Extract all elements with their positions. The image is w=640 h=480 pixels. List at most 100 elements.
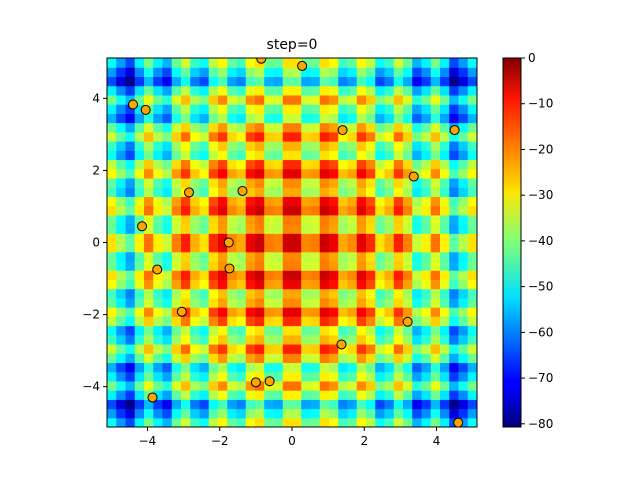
heatmap-cell bbox=[319, 408, 330, 419]
heatmap-cell bbox=[329, 380, 339, 391]
heatmap-cell bbox=[245, 362, 256, 373]
heatmap-cell bbox=[107, 233, 117, 244]
heatmap-cell bbox=[125, 67, 136, 78]
heatmap-cell bbox=[301, 307, 312, 317]
heatmap-cell bbox=[116, 242, 127, 253]
heatmap-cell bbox=[329, 104, 339, 114]
heatmap-cell bbox=[107, 94, 117, 105]
heatmap-cell bbox=[449, 343, 460, 354]
heatmap-cell bbox=[227, 113, 238, 124]
heatmap-cell bbox=[421, 380, 432, 391]
heatmap-cell bbox=[264, 316, 275, 327]
heatmap-cell bbox=[144, 316, 154, 327]
colorbar-tick-label: −60 bbox=[528, 325, 553, 339]
heatmap-cell bbox=[356, 177, 367, 188]
heatmap-cell bbox=[134, 205, 145, 216]
heatmap-cell bbox=[440, 380, 450, 391]
heatmap-cell bbox=[440, 76, 450, 87]
heatmap-cell bbox=[273, 307, 284, 317]
heatmap-cell bbox=[440, 307, 450, 317]
heatmap-cell bbox=[162, 58, 173, 68]
heatmap-cell bbox=[171, 353, 182, 364]
heatmap-cell bbox=[144, 113, 154, 124]
heatmap-cell bbox=[375, 242, 386, 253]
heatmap-cell bbox=[107, 131, 117, 142]
heatmap-cell bbox=[190, 270, 201, 280]
heatmap-cell bbox=[153, 104, 164, 114]
heatmap-cell bbox=[208, 205, 219, 216]
heatmap-cell bbox=[310, 67, 321, 78]
heatmap-cell bbox=[264, 233, 275, 244]
heatmap-cell bbox=[319, 307, 330, 317]
heatmap-cell bbox=[292, 214, 302, 225]
heatmap-cell bbox=[199, 76, 210, 87]
heatmap-cell bbox=[144, 371, 154, 382]
heatmap-cell bbox=[412, 141, 423, 151]
heatmap-cell bbox=[356, 141, 367, 151]
heatmap-cell bbox=[162, 67, 173, 78]
heatmap-cell bbox=[199, 214, 210, 225]
heatmap-cell bbox=[338, 233, 349, 244]
heatmap-cell bbox=[329, 141, 339, 151]
heatmap-cell bbox=[338, 316, 349, 327]
heatmap-cell bbox=[292, 325, 302, 336]
heatmap-cell bbox=[412, 260, 423, 271]
heatmap-cell bbox=[144, 288, 154, 299]
heatmap-cell bbox=[227, 380, 238, 391]
heatmap-cell bbox=[282, 122, 293, 133]
heatmap-cell bbox=[467, 260, 477, 271]
heatmap-cell bbox=[116, 334, 127, 345]
heatmap-cell bbox=[218, 325, 228, 336]
heatmap-cell bbox=[403, 131, 413, 142]
heatmap-cell bbox=[384, 408, 395, 419]
heatmap-cell bbox=[181, 325, 191, 336]
heatmap-cell bbox=[255, 417, 265, 427]
heatmap-cell bbox=[116, 343, 127, 354]
heatmap-cell bbox=[319, 325, 330, 336]
heatmap-cell bbox=[347, 196, 358, 207]
heatmap-cell bbox=[162, 76, 173, 87]
heatmap-cell bbox=[310, 113, 321, 124]
heatmap-cell bbox=[449, 362, 460, 373]
heatmap-cell bbox=[134, 187, 145, 197]
heatmap-cell bbox=[329, 214, 339, 225]
heatmap-cell bbox=[116, 288, 127, 299]
heatmap-cell bbox=[338, 76, 349, 87]
heatmap-cell bbox=[421, 122, 432, 133]
heatmap-cell bbox=[190, 177, 201, 188]
heatmap-cell bbox=[162, 94, 173, 105]
heatmap-cell bbox=[375, 279, 386, 290]
heatmap-cell bbox=[347, 242, 358, 253]
heatmap-cell bbox=[458, 214, 469, 225]
heatmap-cell bbox=[125, 131, 136, 142]
heatmap-cell bbox=[134, 417, 145, 427]
heatmap-cell bbox=[403, 242, 413, 253]
heatmap-cell bbox=[338, 58, 349, 68]
heatmap-cell bbox=[301, 233, 312, 244]
heatmap-cell bbox=[181, 58, 191, 68]
heatmap-cell bbox=[171, 408, 182, 419]
heatmap-cell bbox=[430, 233, 441, 244]
heatmap-cell bbox=[338, 94, 349, 105]
heatmap-cell bbox=[125, 251, 136, 262]
heatmap-cell bbox=[292, 141, 302, 151]
heatmap-cell bbox=[236, 343, 247, 354]
heatmap-cell bbox=[255, 187, 265, 197]
heatmap-cell bbox=[255, 131, 265, 142]
heatmap-cell bbox=[449, 67, 460, 78]
heatmap-cell bbox=[347, 94, 358, 105]
heatmap-cell bbox=[338, 260, 349, 271]
heatmap-cell bbox=[162, 371, 173, 382]
heatmap-cell bbox=[338, 371, 349, 382]
heatmap-cell bbox=[430, 390, 441, 400]
scatter-point bbox=[408, 171, 419, 182]
heatmap-cell bbox=[264, 94, 275, 105]
heatmap-cell bbox=[199, 399, 210, 410]
heatmap-cell bbox=[347, 371, 358, 382]
heatmap-cell bbox=[384, 196, 395, 207]
heatmap-cell bbox=[384, 260, 395, 271]
heatmap-cell bbox=[208, 122, 219, 133]
heatmap-cell bbox=[310, 343, 321, 354]
heatmap-cell bbox=[310, 159, 321, 170]
